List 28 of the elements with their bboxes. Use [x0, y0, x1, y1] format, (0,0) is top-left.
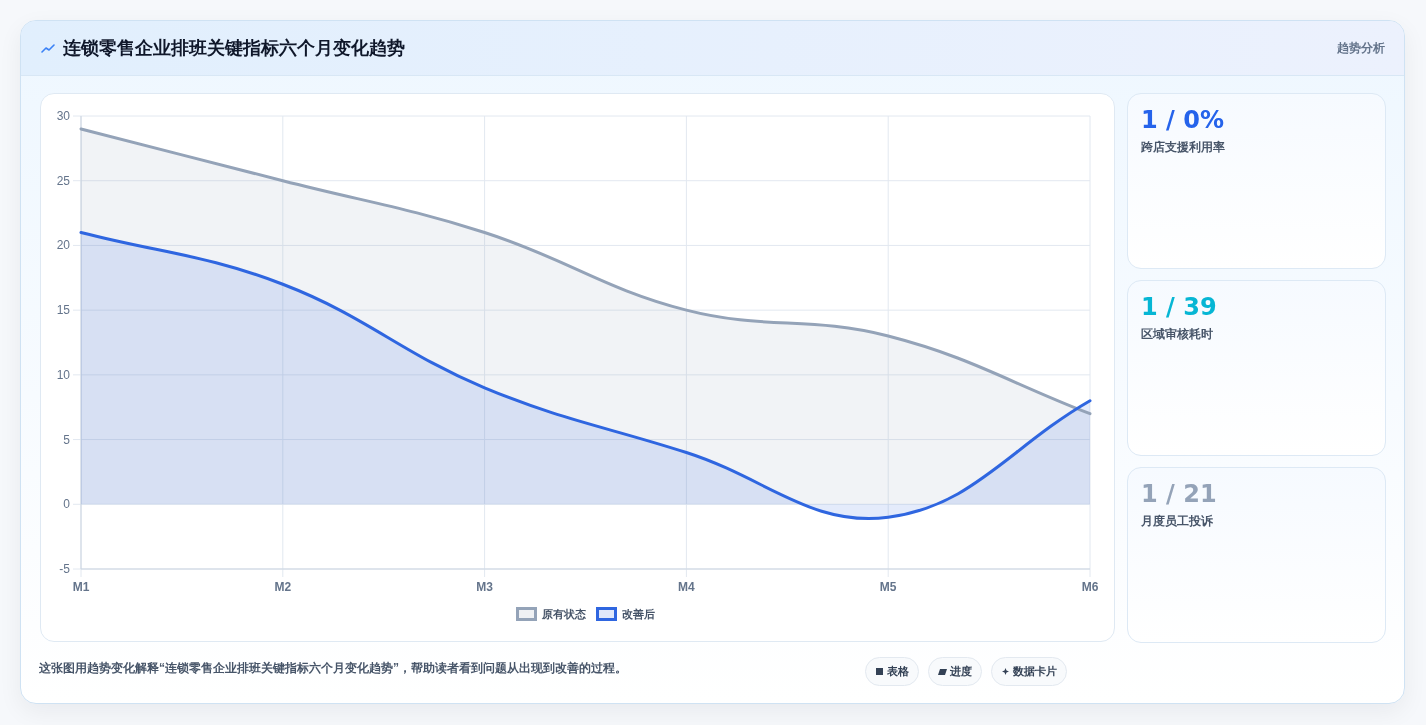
text: 区域审核耗时: [1141, 326, 1213, 342]
y-tick-label: 25: [56, 173, 71, 188]
text: 进度: [950, 664, 972, 679]
text: 月度员工投诉: [1141, 513, 1213, 529]
text: 这张图用趋势变化解释“连锁零售企业排班关键指标六个月变化趋势”，帮助读者看到问题从出现到改善的过程。: [39, 660, 627, 676]
x-tick-label: M6: [1081, 580, 1099, 594]
y-tick-label: 0: [63, 497, 71, 512]
y-tick-label: 15: [56, 303, 71, 318]
legend-label: 原有状态: [541, 608, 587, 620]
y-tick-label: -5: [59, 562, 71, 576]
chart-title: 连锁零售企业排班关键指标六个月变化趋势: [63, 37, 405, 60]
x-tick-label: M5: [879, 580, 897, 594]
y-tick-label: 10: [56, 367, 71, 382]
legend-label: 改善后: [622, 608, 655, 620]
text: 1 / 0%: [1141, 105, 1224, 135]
text: 趋势分析: [1337, 40, 1385, 57]
text: 1 / 39: [1141, 292, 1217, 322]
y-tick-label: 5: [63, 432, 71, 447]
x-tick-label: M4: [678, 580, 696, 594]
text: 1 / 21: [1141, 479, 1217, 509]
y-tick-label: 20: [56, 238, 71, 253]
text: 跨店支援利用率: [1141, 139, 1225, 155]
text: 表格: [887, 664, 909, 679]
x-tick-label: M2: [274, 580, 292, 594]
x-tick-label: M3: [476, 580, 494, 594]
x-tick-label: M1: [72, 580, 90, 594]
y-tick-label: 30: [56, 109, 71, 123]
text: 数据卡片: [1013, 664, 1057, 679]
